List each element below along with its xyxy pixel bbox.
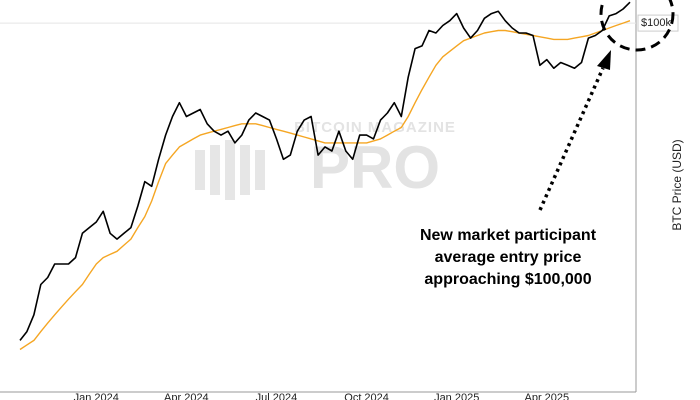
annotation-text: approaching $100,000 bbox=[424, 271, 591, 288]
watermark-main: PRO bbox=[310, 134, 440, 201]
x-tick-label: Apr 2024 bbox=[164, 392, 209, 400]
annotation-arrow bbox=[538, 67, 605, 211]
y-tick-label: $100k bbox=[641, 17, 671, 29]
annotation-text: New market participant bbox=[420, 227, 597, 244]
series-line bbox=[19, 1, 631, 341]
y-axis-title: BTC Price (USD) bbox=[670, 139, 684, 230]
annotation bbox=[538, 0, 675, 211]
x-tick-label: Oct 2024 bbox=[344, 392, 389, 400]
x-tick-label: Apr 2025 bbox=[524, 392, 569, 400]
y-tick-box bbox=[637, 14, 679, 32]
highlight-circle bbox=[599, 0, 675, 52]
watermark: BITCOIN MAGAZINE PRO bbox=[195, 119, 456, 201]
watermark-top: BITCOIN MAGAZINE bbox=[294, 119, 456, 136]
x-tick-label: Jan 2024 bbox=[74, 392, 119, 400]
x-tick-label: Jul 2024 bbox=[256, 392, 298, 400]
annotation-text: average entry price bbox=[435, 249, 582, 266]
series-line bbox=[19, 20, 631, 351]
x-tick-label: Jan 2025 bbox=[434, 392, 479, 400]
watermark-logo bbox=[195, 140, 265, 200]
arrow-head bbox=[597, 50, 611, 70]
